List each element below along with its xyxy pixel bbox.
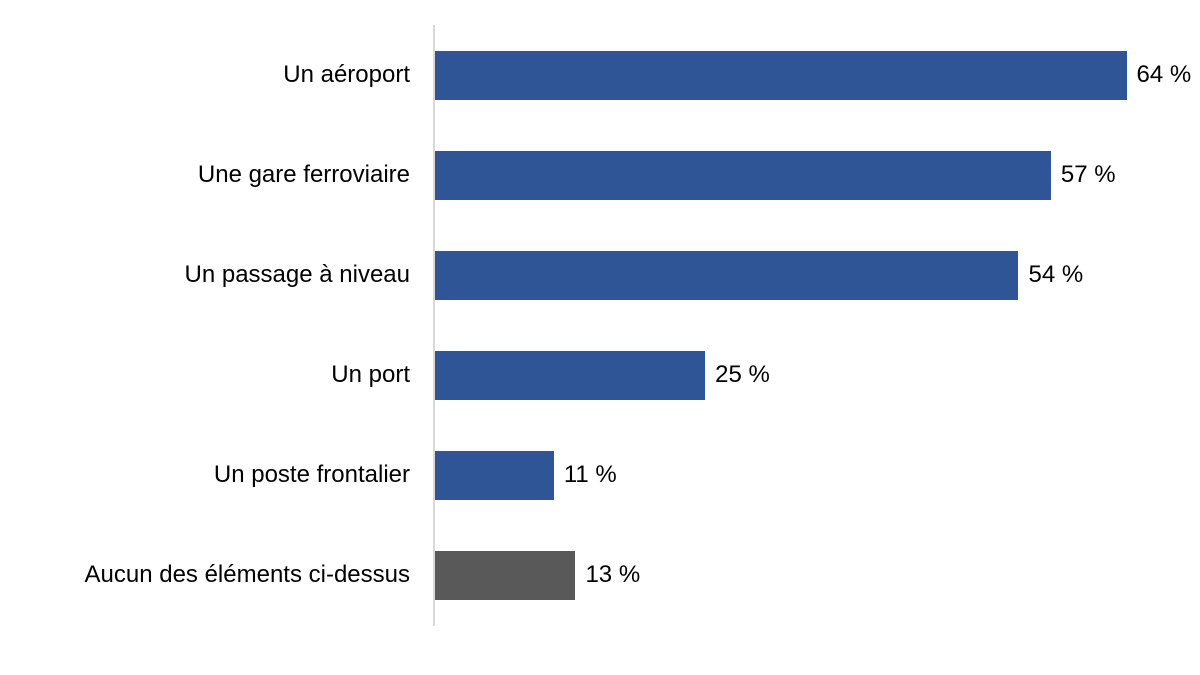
bar-row: Une gare ferroviaire 57 % [0, 125, 1200, 225]
bar [435, 550, 576, 600]
bar-row: Un port 25 % [0, 325, 1200, 425]
bar [435, 50, 1127, 100]
category-label: Aucun des éléments ci-dessus [84, 560, 411, 588]
value-label: 25 % [715, 361, 770, 388]
bar [435, 150, 1051, 200]
value-label: 11 % [563, 461, 617, 488]
bar-cell: 13 % [435, 550, 1200, 600]
bar-cell: 64 % [435, 50, 1200, 100]
category-label: Un aéroport [283, 60, 410, 88]
y-axis-line [433, 25, 435, 626]
bar-cell: 57 % [435, 150, 1200, 200]
category-label: Un port [331, 360, 410, 388]
plot-rows: Un aéroport 64 % Une gare ferroviaire 57… [0, 25, 1200, 625]
bar-cell: 54 % [435, 250, 1200, 300]
category-label: Une gare ferroviaire [197, 160, 410, 188]
value-label: 54 % [1028, 261, 1084, 288]
bar [435, 450, 554, 500]
value-label: 64 % [1136, 61, 1192, 88]
category-label: Un passage à niveau [184, 260, 411, 288]
bar-row: Un poste frontalier 11 % [0, 425, 1200, 525]
bar-cell: 25 % [435, 350, 1200, 400]
value-label: 57 % [1060, 161, 1116, 188]
bar [435, 250, 1019, 300]
bar-row: Un aéroport 64 % [0, 25, 1200, 125]
bar [435, 350, 706, 400]
value-label: 13 % [585, 561, 641, 588]
bar-row: Aucun des éléments ci-dessus 13 % [0, 525, 1200, 625]
category-label: Un poste frontalier [213, 460, 410, 488]
bar-row: Un passage à niveau 54 % [0, 225, 1200, 325]
bar-cell: 11 % [435, 450, 1200, 500]
